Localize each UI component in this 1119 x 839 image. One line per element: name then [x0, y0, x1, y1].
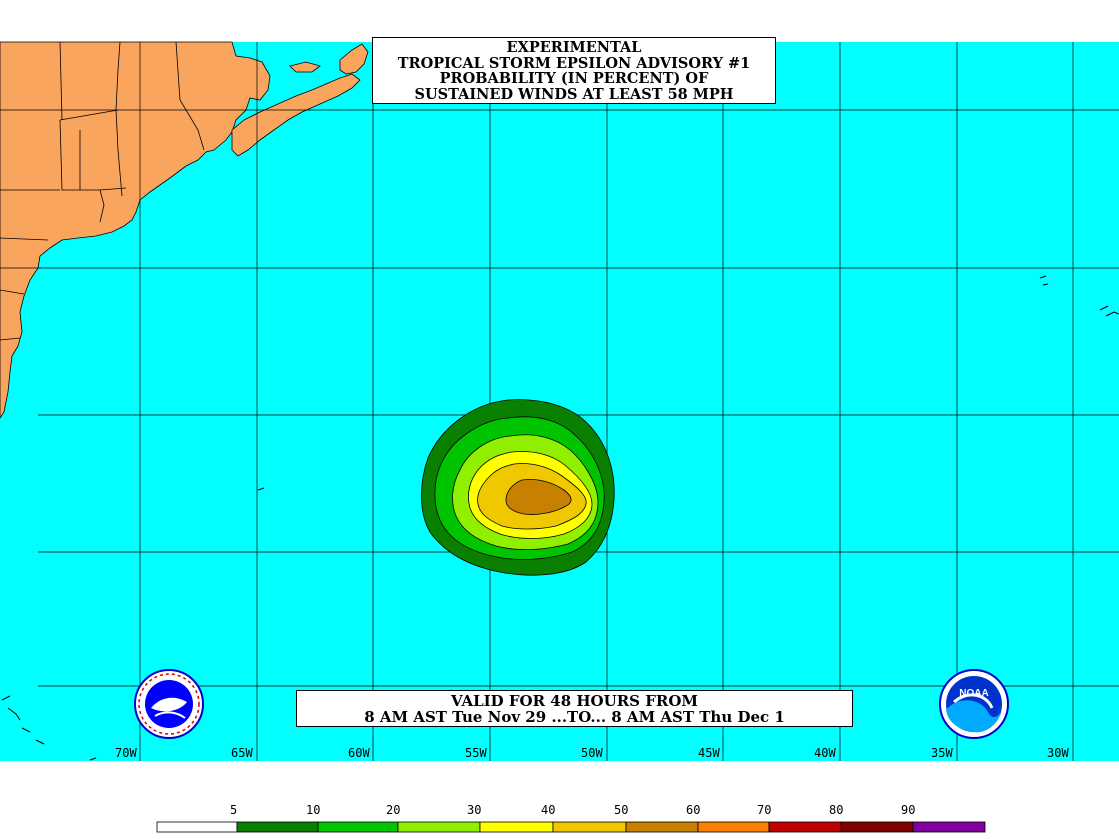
longitude-label: 45W — [698, 746, 720, 760]
longitude-label: 60W — [348, 746, 370, 760]
longitude-label: 35W — [931, 746, 953, 760]
legend-label: 5 — [230, 803, 238, 817]
land-nova-scotia — [231, 73, 361, 157]
legend-swatch — [317, 821, 399, 833]
legend-swatch — [236, 821, 319, 833]
legend-swatch — [768, 821, 842, 833]
legend-label: 20 — [386, 803, 401, 817]
legend-label: 80 — [829, 803, 844, 817]
valid-period: VALID FOR 48 HOURS FROM 8 AM AST Tue Nov… — [296, 690, 853, 727]
longitude-label: 55W — [465, 746, 487, 760]
longitude-label: 65W — [231, 746, 253, 760]
legend-label: 10 — [306, 803, 321, 817]
valid-line: 8 AM AST Tue Nov 29 ...TO... 8 AM AST Th… — [364, 708, 785, 726]
longitude-label: 30W — [1047, 746, 1069, 760]
island-bermuda — [257, 487, 265, 491]
probability-contours — [421, 399, 615, 576]
legend-swatch — [397, 821, 481, 833]
longitude-label: 50W — [581, 746, 603, 760]
contour-50-percent — [505, 479, 572, 515]
state-borders — [0, 41, 205, 341]
map-title: EXPERIMENTAL TROPICAL STORM EPSILON ADVI… — [372, 37, 776, 104]
legend-swatch — [156, 821, 238, 833]
islands-caribbean — [1, 695, 97, 761]
legend-swatch — [840, 821, 914, 833]
land-pei — [289, 61, 321, 73]
legend-swatch — [697, 821, 770, 833]
legend-label: 60 — [686, 803, 701, 817]
legend-swatch — [625, 821, 699, 833]
land-north-america — [0, 41, 271, 419]
legend-label: 50 — [614, 803, 629, 817]
longitude-label: 70W — [115, 746, 137, 760]
legend-label: 90 — [901, 803, 916, 817]
legend-label: 70 — [757, 803, 772, 817]
legend-label: 40 — [541, 803, 556, 817]
longitude-label: 40W — [814, 746, 836, 760]
noaa-logo-text: NOAA — [959, 688, 988, 699]
title-line: PROBABILITY (IN PERCENT) OF — [439, 70, 709, 87]
title-line: TROPICAL STORM EPSILON ADVISORY #1 — [397, 54, 751, 72]
nws-logo — [134, 669, 204, 739]
noaa-logo: NOAA — [939, 669, 1009, 739]
legend-swatch — [479, 821, 554, 833]
valid-line: VALID FOR 48 HOURS FROM — [450, 692, 699, 710]
islands-azores — [1039, 275, 1119, 317]
legend-color-bar — [156, 821, 986, 833]
title-line: SUSTAINED WINDS AT LEAST 58 MPH — [414, 85, 734, 103]
legend-label: 30 — [467, 803, 482, 817]
legend-swatch — [552, 821, 627, 833]
legend-swatch — [912, 821, 986, 833]
land-cape-breton — [339, 43, 369, 75]
title-line: EXPERIMENTAL — [506, 39, 642, 56]
